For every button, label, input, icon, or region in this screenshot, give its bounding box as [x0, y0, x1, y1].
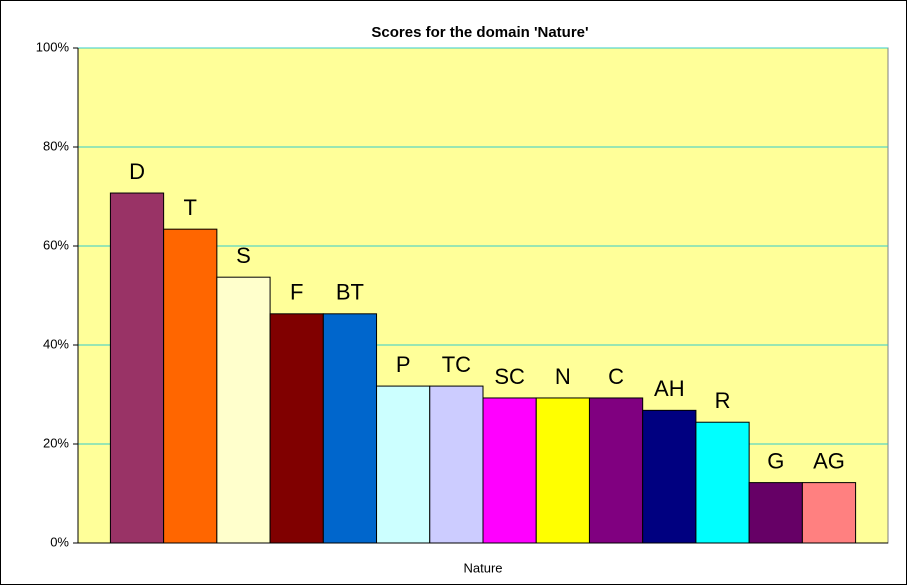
bar — [482, 397, 537, 544]
y-tick-label: 20% — [43, 435, 69, 450]
bar — [269, 313, 324, 544]
bar — [322, 313, 378, 544]
chart-title: Scores for the domain 'Nature' — [371, 24, 588, 41]
data-label: S — [236, 243, 251, 268]
data-label: C — [608, 364, 624, 389]
data-label: D — [129, 159, 145, 184]
bar — [588, 397, 644, 544]
data-label: BT — [336, 280, 364, 305]
data-label: AG — [813, 448, 845, 473]
y-tick-label: 60% — [43, 237, 69, 252]
bar — [163, 228, 218, 544]
data-label: G — [767, 448, 784, 473]
bar — [642, 409, 697, 544]
data-label: N — [555, 364, 571, 389]
bar — [801, 482, 857, 544]
bar — [109, 192, 165, 544]
y-tick-label: 100% — [36, 39, 70, 54]
data-label: F — [290, 280, 303, 305]
data-label: SC — [494, 364, 525, 389]
data-label: AH — [654, 376, 685, 401]
bar — [748, 482, 803, 544]
x-tick-label: Nature — [463, 560, 502, 575]
data-label: TC — [442, 352, 471, 377]
y-tick-label: 0% — [50, 534, 69, 549]
bar — [216, 276, 271, 544]
y-tick-label: 40% — [43, 336, 69, 351]
bar — [695, 421, 750, 544]
data-label: R — [715, 388, 731, 413]
data-label: P — [396, 352, 411, 377]
data-label: T — [184, 195, 197, 220]
y-tick-label: 80% — [43, 138, 69, 153]
bar — [376, 385, 431, 544]
bar — [535, 397, 590, 544]
bar — [429, 385, 484, 544]
